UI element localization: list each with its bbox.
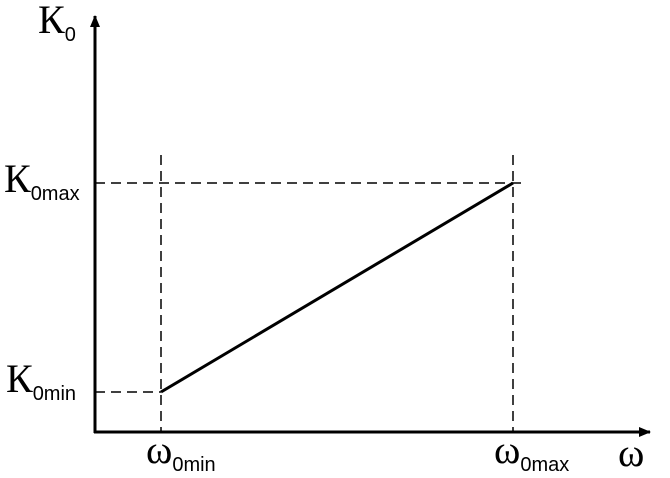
label-symbol: К xyxy=(6,356,33,401)
y-axis-label: К0 xyxy=(38,0,76,46)
label-symbol: К xyxy=(4,156,31,201)
w-max-label: ω0max xyxy=(494,427,569,476)
label-symbol: ω xyxy=(494,427,520,472)
label-subscript: 0max xyxy=(31,183,80,205)
label-subscript: 0min xyxy=(172,454,215,476)
k-max-label: К0max xyxy=(4,156,80,205)
w-min-label: ω0min xyxy=(146,427,216,476)
x-axis-label: ω xyxy=(618,430,644,475)
label-symbol: ω xyxy=(146,427,172,472)
label-subscript: 0 xyxy=(65,24,76,46)
label-symbol: К xyxy=(38,0,65,42)
k-min-label: К0min xyxy=(6,356,76,405)
label-subscript: 0max xyxy=(520,454,569,476)
label-subscript: 0min xyxy=(33,383,76,405)
characteristic-line xyxy=(160,181,514,394)
